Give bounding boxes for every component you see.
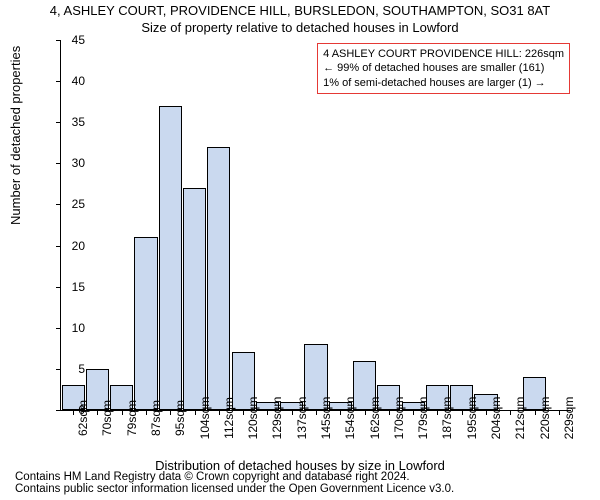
x-tick-label: 87sqm: [149, 400, 163, 436]
x-tick-label: 120sqm: [246, 397, 260, 440]
x-tick-label: 70sqm: [100, 400, 114, 436]
x-tick: [437, 410, 438, 415]
x-tick-label: 145sqm: [319, 397, 333, 440]
plot-area: [60, 40, 571, 411]
x-tick-label: 195sqm: [465, 397, 479, 440]
annotation-line: ← 99% of detached houses are smaller (16…: [323, 61, 564, 75]
y-tick-label: 35: [60, 115, 85, 129]
y-tick-label: 25: [60, 197, 85, 211]
x-tick-label: 229sqm: [562, 397, 576, 440]
footer-attribution: Contains HM Land Registry data © Crown c…: [15, 471, 454, 495]
x-tick: [462, 410, 463, 415]
y-tick-label: 40: [60, 74, 85, 88]
x-tick: [340, 410, 341, 415]
x-tick: [122, 410, 123, 415]
bar: [207, 147, 230, 410]
annotation-box: 4 ASHLEY COURT PROVIDENCE HILL: 226sqm ←…: [317, 43, 570, 94]
y-axis-label: Number of detached properties: [8, 46, 23, 225]
x-tick-label: 187sqm: [440, 397, 454, 440]
x-tick: [292, 410, 293, 415]
x-tick: [389, 410, 390, 415]
y-tick-label: 30: [60, 156, 85, 170]
annotation-line: 4 ASHLEY COURT PROVIDENCE HILL: 226sqm: [323, 47, 564, 61]
x-tick: [146, 410, 147, 415]
x-tick-label: 212sqm: [513, 397, 527, 440]
y-tick-label: 10: [60, 321, 85, 335]
y-tick-label: 5: [60, 362, 85, 376]
x-tick: [559, 410, 560, 415]
x-tick: [365, 410, 366, 415]
annotation-line: 1% of semi-detached houses are larger (1…: [323, 76, 564, 90]
x-tick: [219, 410, 220, 415]
x-tick: [267, 410, 268, 415]
x-tick-label: 129sqm: [270, 397, 284, 440]
x-tick: [195, 410, 196, 415]
y-tick-label: 15: [60, 280, 85, 294]
footer-line: Contains HM Land Registry data © Crown c…: [15, 471, 454, 483]
bar: [183, 188, 206, 410]
x-tick: [97, 410, 98, 415]
chart-subtitle: Size of property relative to detached ho…: [0, 20, 600, 35]
x-tick-label: 62sqm: [76, 400, 90, 436]
bar: [134, 237, 157, 410]
x-tick-label: 179sqm: [416, 397, 430, 440]
x-tick-label: 154sqm: [343, 397, 357, 440]
bar: [159, 106, 182, 410]
x-tick: [510, 410, 511, 415]
chart-title: 4, ASHLEY COURT, PROVIDENCE HILL, BURSLE…: [0, 3, 600, 18]
x-tick-label: 137sqm: [295, 397, 309, 440]
x-tick-label: 162sqm: [368, 397, 382, 440]
y-tick-label: 20: [60, 239, 85, 253]
x-tick: [316, 410, 317, 415]
x-tick-label: 79sqm: [125, 400, 139, 436]
x-tick: [243, 410, 244, 415]
x-tick-label: 170sqm: [392, 397, 406, 440]
footer-line: Contains public sector information licen…: [15, 483, 454, 495]
x-tick: [413, 410, 414, 415]
x-tick-label: 104sqm: [198, 397, 212, 440]
x-tick: [170, 410, 171, 415]
x-tick: [486, 410, 487, 415]
y-tick-label: 45: [60, 33, 85, 47]
x-tick-label: 112sqm: [222, 397, 236, 439]
x-tick: [535, 410, 536, 415]
x-tick-label: 220sqm: [538, 397, 552, 440]
x-tick-label: 204sqm: [489, 397, 503, 440]
x-tick-label: 95sqm: [173, 400, 187, 436]
